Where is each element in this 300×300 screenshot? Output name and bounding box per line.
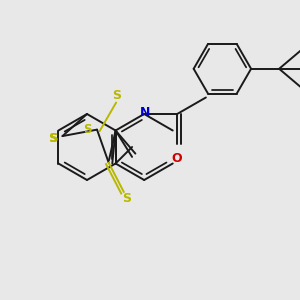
Text: S: S xyxy=(49,132,58,145)
Text: O: O xyxy=(172,152,182,165)
Text: S: S xyxy=(123,192,132,205)
Text: N: N xyxy=(140,106,150,119)
Text: S: S xyxy=(48,132,56,145)
Text: S: S xyxy=(83,123,92,136)
Text: S: S xyxy=(112,89,121,102)
